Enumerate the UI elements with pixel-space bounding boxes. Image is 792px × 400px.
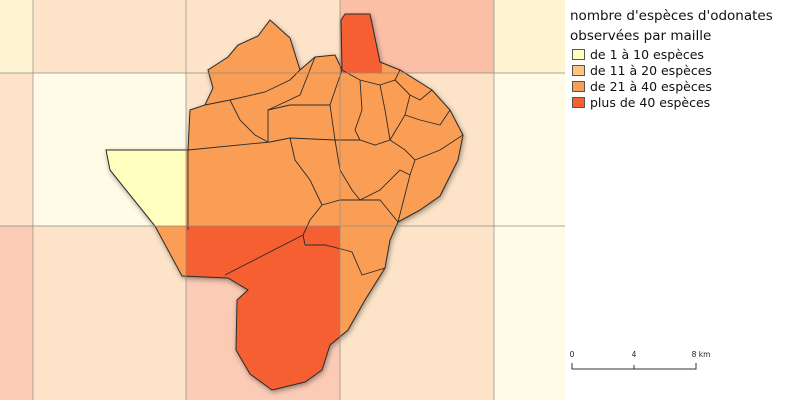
grid-lines: [0, 0, 565, 400]
scale-label-4: 4: [631, 350, 637, 359]
legend-label: de 11 à 20 espèces: [590, 62, 712, 78]
scale-label-0: 0: [569, 350, 575, 359]
legend-item-21-40: de 21 à 40 espèces: [572, 78, 712, 94]
commune-outline: [105, 13, 464, 391]
district-boundaries: [106, 56, 463, 276]
legend-panel: nombre d'espèces d'odonates observées pa…: [565, 0, 792, 400]
legend-label: plus de 40 espèces: [590, 94, 711, 110]
legend-swatch: [572, 48, 585, 60]
scale-label-8: 8 km: [691, 350, 711, 359]
scale-bar: 0 4 8 km: [565, 350, 792, 380]
species-grid-map: [0, 0, 565, 400]
map-canvas[interactable]: [0, 0, 565, 400]
legend-swatch: [572, 64, 585, 76]
legend-swatch: [572, 80, 585, 92]
legend-swatch: [572, 96, 585, 108]
legend-label: de 21 à 40 espèces: [590, 78, 712, 94]
legend-label: de 1 à 10 espèces: [590, 46, 704, 62]
legend-item-1-10: de 1 à 10 espèces: [572, 46, 704, 62]
legend-item-11-20: de 11 à 20 espèces: [572, 62, 712, 78]
legend-title: nombre d'espèces d'odonates observées pa…: [570, 8, 773, 44]
scale-bar-line: [571, 363, 697, 370]
legend-item-over-40: plus de 40 espèces: [572, 94, 711, 110]
